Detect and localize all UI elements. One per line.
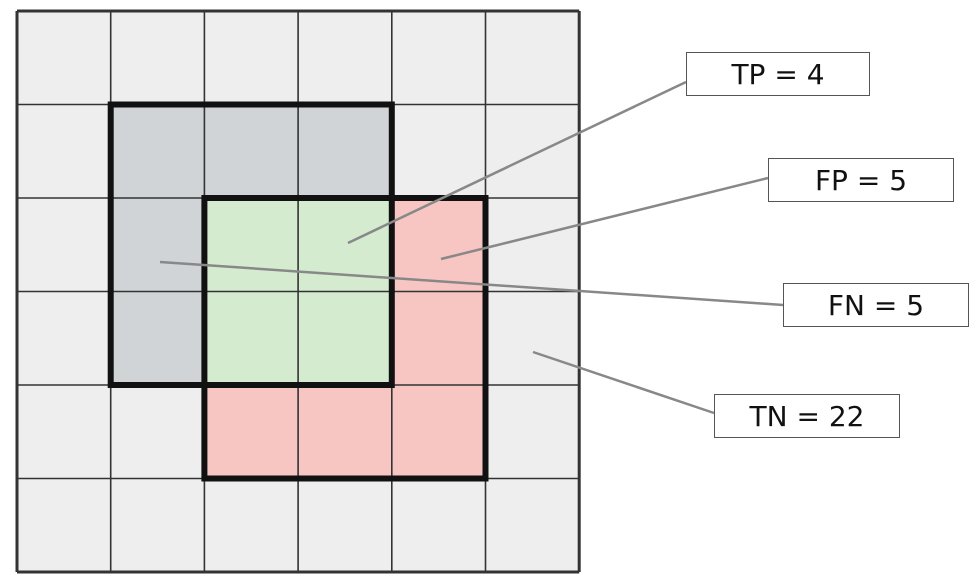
true-negative-cell xyxy=(17,478,111,572)
true-negative-cell xyxy=(110,11,205,105)
true-negative-cell xyxy=(485,478,580,572)
true-negative-cell xyxy=(298,11,392,105)
true-positive-cell xyxy=(298,291,392,385)
tn-leader-line xyxy=(532,350,715,415)
fp-label: FP = 5 xyxy=(768,158,954,202)
tp-leader-line xyxy=(347,80,687,245)
true-negative-cell xyxy=(391,478,486,572)
true-negative-cell xyxy=(17,104,111,198)
true-negative-cell xyxy=(485,104,580,198)
true-negative-cell xyxy=(204,478,299,572)
false-negative-cell xyxy=(110,291,205,385)
false-negative-cell xyxy=(298,104,392,198)
false-negative-cell xyxy=(110,198,205,292)
true-negative-cell xyxy=(391,104,486,198)
fp-leader-line xyxy=(440,176,769,261)
false-positive-cell xyxy=(391,385,486,479)
true-negative-cell xyxy=(485,385,580,479)
fn-label: FN = 5 xyxy=(783,283,969,327)
true-negative-cell xyxy=(17,198,111,292)
false-positive-cell xyxy=(391,198,486,292)
true-negative-cell xyxy=(110,478,205,572)
tp-label: TP = 4 xyxy=(686,52,870,96)
true-negative-cell xyxy=(204,11,299,105)
false-positive-cell xyxy=(391,291,486,385)
true-negative-cell xyxy=(485,291,580,385)
false-positive-cell xyxy=(298,385,392,479)
true-positive-cell xyxy=(204,291,299,385)
fn-leader-line xyxy=(159,260,784,307)
true-negative-cell xyxy=(17,11,111,105)
true-negative-cell xyxy=(391,11,486,105)
grid-cells xyxy=(17,11,580,572)
prediction-box xyxy=(201,195,489,482)
ground-truth-box xyxy=(107,101,395,388)
false-positive-cell xyxy=(204,385,299,479)
true-negative-cell xyxy=(17,385,111,479)
true-negative-cell xyxy=(110,385,205,479)
false-negative-cell xyxy=(110,104,205,198)
true-negative-cell xyxy=(485,11,580,105)
true-negative-cell xyxy=(17,291,111,385)
region-outlines xyxy=(107,101,489,482)
leader-lines xyxy=(159,80,784,415)
tn-label: TN = 22 xyxy=(714,394,900,438)
true-negative-cell xyxy=(298,478,392,572)
true-positive-cell xyxy=(204,198,299,292)
false-negative-cell xyxy=(204,104,299,198)
